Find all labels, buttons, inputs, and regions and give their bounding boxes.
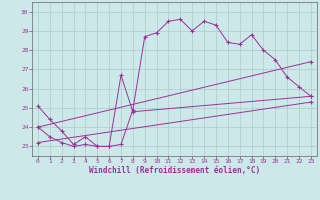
X-axis label: Windchill (Refroidissement éolien,°C): Windchill (Refroidissement éolien,°C): [89, 166, 260, 175]
